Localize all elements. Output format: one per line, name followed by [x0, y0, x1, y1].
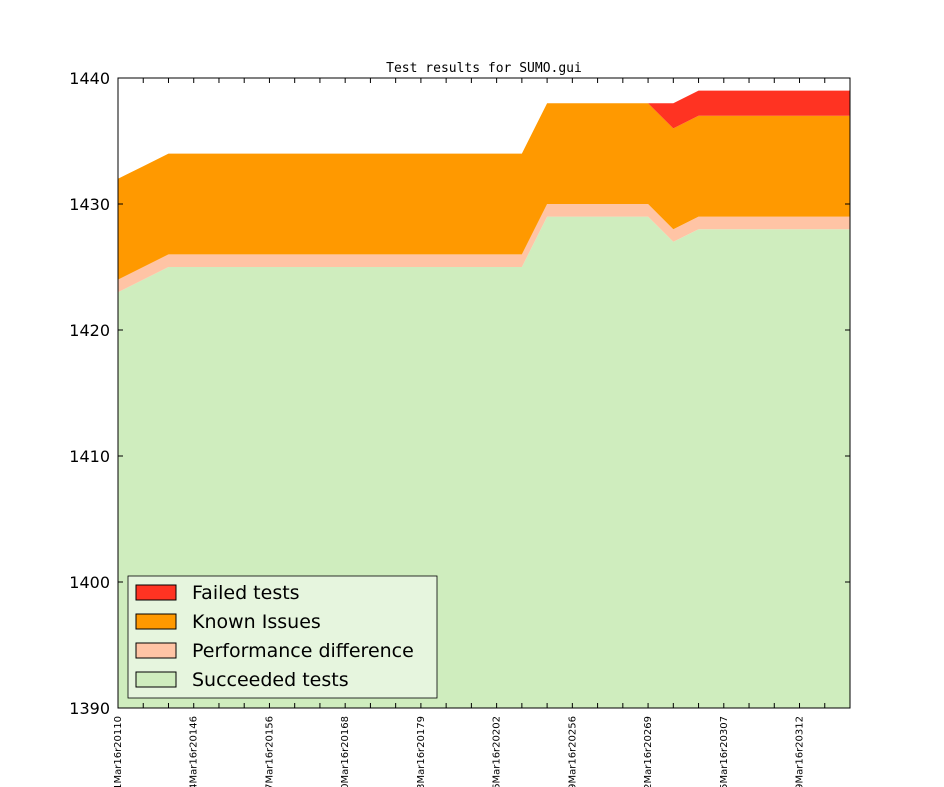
y-tick-label: 1390	[69, 699, 110, 718]
x-tick-label: 14Mar16r20146	[189, 716, 200, 787]
legend-swatch	[135, 613, 177, 630]
y-tick-label: 1410	[69, 447, 110, 466]
legend-swatch	[135, 671, 177, 688]
x-tick-label: 29Mar16r20256	[567, 716, 578, 787]
area-performance-difference	[118, 204, 850, 293]
legend-label: Succeeded tests	[192, 669, 349, 691]
x-tick-label: 17Mar16r20156	[264, 716, 275, 787]
legend: Failed tests Known Issues Performance diff…	[127, 575, 438, 699]
x-tick-label: 09Mar16r20312	[795, 716, 806, 787]
y-tick-label: 1420	[69, 321, 110, 340]
legend-box	[127, 575, 438, 699]
x-tick-label: 20Mar16r20168	[340, 716, 351, 787]
x-tick-label: 05Mar16r20307	[719, 716, 730, 787]
axes: 1390 1400 1410 1420 1430 1440 11Mar16r20110 14M…	[69, 69, 851, 787]
y-tick-label: 1440	[69, 69, 110, 88]
x-tick-label: 02Mar16r20269	[643, 716, 654, 787]
legend-label: Known Issues	[192, 611, 321, 633]
y-tick-label: 1430	[69, 195, 110, 214]
legend-label: Performance difference	[192, 640, 414, 662]
plot-frame	[117, 77, 851, 709]
area-failed-tests	[118, 90, 850, 179]
x-tick-label: 11Mar16r20110	[113, 716, 124, 787]
x-tick-label: 23Mar16r20179	[416, 716, 427, 787]
x-tick-label: 26Mar16r20202	[492, 716, 503, 787]
legend-swatch	[135, 584, 177, 601]
legend-label: Failed tests	[192, 582, 300, 604]
legend-swatch	[135, 642, 177, 659]
chart-title: Test results for SUMO.gui	[386, 61, 582, 76]
area-known-issues	[118, 103, 850, 280]
y-tick-label: 1400	[69, 573, 110, 592]
